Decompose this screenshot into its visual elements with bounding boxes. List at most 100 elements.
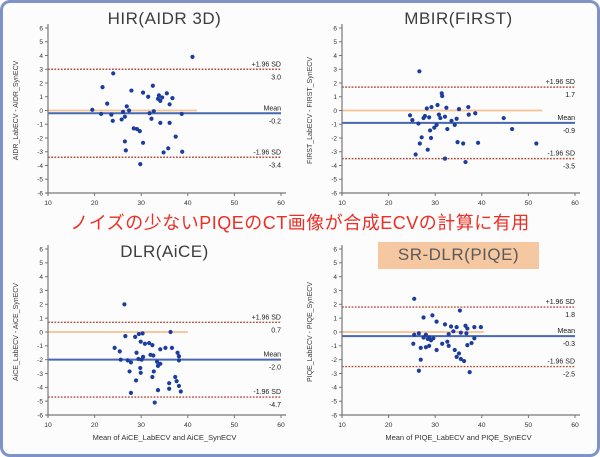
plot-srdlr-piqe: SR-DLR(PIQE) -6 -5 -4 -3 -2 -1 0 1 2 3 4 5 6 10 20 30 40… [297, 237, 597, 454]
svg-text:0: 0 [39, 108, 43, 115]
svg-text:Mean of PIQE_LabECV and PIQE_S: Mean of PIQE_LabECV and PIQE_SynECV [385, 433, 531, 442]
svg-text:-0.2: -0.2 [269, 118, 281, 125]
svg-text:-0.9: -0.9 [563, 128, 575, 135]
svg-text:-6: -6 [37, 412, 43, 419]
svg-text:1: 1 [39, 94, 43, 101]
bland-altman-canvas-hir: -6 -5 -4 -3 -2 -1 0 1 2 3 4 5 6 10 20 30 40 50 60 AIDR_LabE… [13, 24, 286, 207]
svg-text:-3: -3 [37, 371, 43, 378]
svg-text:20: 20 [385, 200, 393, 207]
svg-text:3: 3 [39, 288, 43, 295]
svg-text:4: 4 [39, 53, 43, 60]
svg-text:-2: -2 [37, 357, 43, 364]
svg-text:-1: -1 [331, 122, 337, 129]
svg-text:3: 3 [333, 288, 337, 295]
svg-text:-5: -5 [331, 398, 337, 405]
svg-text:20: 20 [385, 422, 393, 429]
svg-text:-3.5: -3.5 [563, 164, 575, 171]
svg-text:-1.96 SD: -1.96 SD [253, 149, 281, 156]
svg-text:30: 30 [431, 422, 439, 429]
plot-title-piqe: SR-DLR(PIQE) [342, 242, 575, 269]
svg-text:0: 0 [39, 329, 43, 336]
svg-text:-4: -4 [37, 385, 43, 392]
svg-text:6: 6 [39, 25, 43, 32]
svg-text:-4: -4 [331, 163, 337, 170]
svg-text:60: 60 [277, 422, 285, 429]
svg-text:-2.0: -2.0 [269, 365, 281, 372]
svg-text:Mean: Mean [263, 352, 281, 359]
plot-title-mbir: MBIR(FIRST) [342, 9, 575, 29]
svg-text:-2: -2 [37, 135, 43, 142]
svg-text:50: 50 [525, 200, 533, 207]
svg-text:-2.5: -2.5 [563, 372, 575, 379]
svg-text:40: 40 [184, 422, 192, 429]
svg-text:-1: -1 [37, 343, 43, 350]
svg-text:4: 4 [333, 274, 337, 281]
svg-text:10: 10 [338, 200, 346, 207]
svg-text:Mean: Mean [557, 328, 575, 335]
svg-text:50: 50 [231, 422, 239, 429]
svg-text:+1.96 SD: +1.96 SD [546, 299, 575, 306]
svg-text:0: 0 [333, 329, 337, 336]
svg-text:-0.3: -0.3 [563, 341, 575, 348]
svg-text:Mean of AiCE_LabECV and AiCE_S: Mean of AiCE_LabECV and AiCE_SynECV [93, 433, 237, 442]
svg-text:1.8: 1.8 [565, 312, 575, 319]
plot-title-text: DLR(AiCE) [120, 242, 209, 261]
svg-text:-1.96 SD: -1.96 SD [547, 359, 575, 366]
svg-text:4: 4 [39, 274, 43, 281]
svg-text:10: 10 [338, 422, 346, 429]
svg-text:2: 2 [39, 302, 43, 309]
svg-text:5: 5 [39, 260, 43, 267]
plot-mbir-first: MBIR(FIRST) -6 -5 -4 -3 -2 -1 0 1 2 3 4 5 6 10 20 30 40 5… [297, 7, 597, 215]
svg-text:-1.96 SD: -1.96 SD [253, 389, 281, 396]
bland-altman-canvas-piqe: -6 -5 -4 -3 -2 -1 0 1 2 3 4 5 6 10 20 30 40 50 60 PIQE_LabE… [307, 245, 580, 442]
plot-hir-aidr3d: HIR(AIDR 3D) -6 -5 -4 -3 -2 -1 0 1 2 3 4 5 6 10 20 30 40… [3, 7, 303, 215]
svg-text:30: 30 [137, 422, 145, 429]
svg-text:1.7: 1.7 [565, 92, 575, 99]
svg-text:3.0: 3.0 [271, 74, 281, 81]
svg-text:-4: -4 [331, 385, 337, 392]
svg-text:5: 5 [333, 39, 337, 46]
plot-dlr-aice: DLR(AiCE) -6 -5 -4 -3 -2 -1 0 1 2 3 4 5 6 10 20 30 40 50 6… [3, 237, 303, 454]
svg-text:-4.7: -4.7 [269, 402, 281, 409]
svg-text:10: 10 [44, 200, 52, 207]
plot-title-dlr: DLR(AiCE) [48, 242, 281, 262]
svg-text:+1.96 SD: +1.96 SD [546, 79, 575, 86]
bland-altman-canvas-mbir: -6 -5 -4 -3 -2 -1 0 1 2 3 4 5 6 10 20 30 40 50 60 FIRST_Lab… [307, 24, 580, 207]
svg-text:PIQE_LabECV - PIQE_SynECV: PIQE_LabECV - PIQE_SynECV [307, 282, 314, 382]
svg-text:20: 20 [91, 422, 99, 429]
plot-title-text: HIR(AIDR 3D) [107, 9, 222, 28]
svg-text:-6: -6 [37, 190, 43, 197]
svg-text:60: 60 [277, 200, 285, 207]
svg-text:2: 2 [333, 80, 337, 87]
svg-text:30: 30 [431, 200, 439, 207]
svg-text:-2: -2 [331, 357, 337, 364]
plot-title-hir: HIR(AIDR 3D) [48, 9, 281, 29]
svg-text:FIRST_LabECV - FIRST_SynECV: FIRST_LabECV - FIRST_SynECV [307, 57, 314, 164]
svg-text:Mean: Mean [557, 115, 575, 122]
svg-text:50: 50 [525, 422, 533, 429]
svg-text:6: 6 [333, 246, 337, 253]
svg-text:3: 3 [333, 67, 337, 74]
svg-text:40: 40 [478, 422, 486, 429]
svg-text:Mean: Mean [263, 105, 281, 112]
svg-text:AiCE_LabECV - AiCE_SynECV: AiCE_LabECV - AiCE_SynECV [13, 283, 20, 381]
svg-text:6: 6 [39, 246, 43, 253]
svg-text:-5: -5 [37, 177, 43, 184]
svg-text:2: 2 [39, 80, 43, 87]
svg-text:-1: -1 [331, 343, 337, 350]
plot-title-text: MBIR(FIRST) [404, 9, 513, 28]
plot-title-text: SR-DLR(PIQE) [377, 242, 540, 269]
svg-text:AIDR_LabECV - AIDR_SynECV: AIDR_LabECV - AIDR_SynECV [13, 60, 20, 160]
svg-text:+1.96 SD: +1.96 SD [252, 314, 281, 321]
svg-text:40: 40 [478, 200, 486, 207]
svg-text:4: 4 [333, 53, 337, 60]
svg-text:-2: -2 [331, 135, 337, 142]
svg-text:0.7: 0.7 [271, 327, 281, 334]
svg-text:10: 10 [44, 422, 52, 429]
svg-text:20: 20 [91, 200, 99, 207]
svg-text:-5: -5 [37, 398, 43, 405]
svg-text:3: 3 [39, 67, 43, 74]
svg-text:-3.4: -3.4 [269, 162, 281, 169]
svg-text:-6: -6 [331, 412, 337, 419]
